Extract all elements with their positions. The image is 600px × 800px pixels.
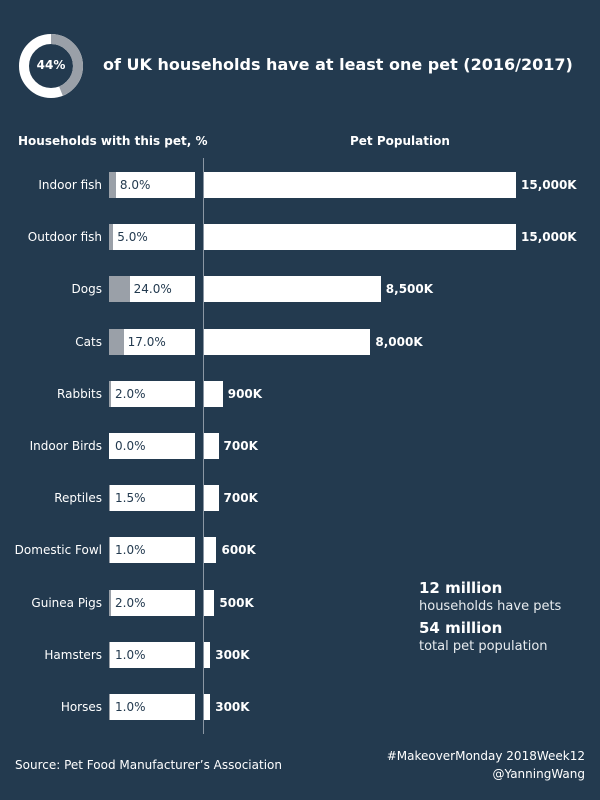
category-label: Dogs — [71, 282, 102, 297]
category-label: Domestic Fowl — [14, 543, 102, 558]
household-bar-bg — [109, 380, 195, 407]
axis-divider — [203, 158, 204, 734]
source: Source: Pet Food Manufacturer’s Associat… — [15, 758, 282, 772]
population-header: Pet Population — [350, 134, 450, 148]
household-bar-bg — [109, 589, 195, 616]
household-label: 2.0% — [115, 595, 146, 610]
category-label: Reptiles — [54, 491, 102, 506]
households-header: Households with this pet, % — [18, 134, 208, 148]
household-label: 0.0% — [115, 439, 146, 453]
population-label: 900K — [227, 386, 263, 401]
household-bar — [109, 485, 111, 512]
household-bar — [109, 276, 130, 303]
population-bar — [204, 694, 211, 720]
household-bar — [109, 224, 114, 251]
population-count: 54 million — [419, 619, 503, 637]
category-label: Indoor Birds — [29, 439, 102, 453]
population-label: 8,500K — [385, 282, 434, 297]
household-bar — [109, 328, 124, 355]
population-bar — [204, 537, 217, 564]
household-label: 17.0% — [127, 334, 166, 349]
household-label: 1.0% — [115, 647, 146, 662]
household-bar-bg — [109, 172, 195, 198]
category-label: Indoor fish — [38, 178, 102, 192]
households-count: 12 million — [419, 579, 503, 597]
population-bar — [204, 276, 381, 303]
population-bar — [204, 172, 516, 198]
donut-value: 44% — [36, 58, 66, 72]
household-label: 1.0% — [115, 700, 146, 714]
household-label: 5.0% — [117, 230, 148, 245]
household-bar-bg — [109, 641, 195, 668]
population-bar — [204, 380, 223, 407]
population-label: 300K — [215, 700, 250, 714]
household-label: 1.0% — [115, 543, 146, 558]
category-label: Outdoor fish — [27, 230, 102, 245]
population-bar — [204, 589, 215, 616]
category-label: Rabbits — [57, 386, 102, 401]
household-bar-bg — [109, 433, 195, 459]
population-label: 8,000K — [375, 334, 423, 349]
population-bar — [204, 485, 219, 512]
population-bar — [204, 224, 516, 251]
population-bar — [204, 433, 219, 459]
population-bar — [204, 641, 211, 668]
population-label: 600K — [221, 543, 256, 558]
households-text: households have pets — [419, 599, 562, 614]
category-label: Hamsters — [44, 647, 102, 662]
household-bar-bg — [109, 694, 195, 720]
hashtag: #MakeoverMonday 2018Week12 — [386, 749, 585, 763]
page-title: of UK households have at least one pet (… — [103, 55, 573, 74]
population-label: 15,000K — [521, 178, 577, 192]
household-bar — [109, 537, 110, 564]
population-bar — [204, 328, 371, 355]
population-label: 300K — [215, 647, 250, 662]
household-bar-bg — [109, 224, 195, 251]
household-bar — [109, 172, 116, 198]
donut-chart — [19, 34, 83, 98]
author: @YanningWang — [492, 767, 585, 781]
household-label: 8.0% — [119, 178, 151, 192]
household-label: 2.0% — [115, 386, 146, 401]
household-bar — [109, 694, 110, 720]
household-bar-bg — [109, 485, 195, 512]
household-bar — [109, 641, 110, 668]
population-text: total pet population — [419, 639, 548, 654]
population-label: 700K — [223, 439, 258, 453]
population-label: 500K — [219, 595, 254, 610]
household-label: 24.0% — [133, 282, 172, 297]
donut-arc — [50, 34, 83, 96]
category-label: Guinea Pigs — [31, 595, 102, 610]
household-label: 1.5% — [115, 491, 146, 506]
household-bar — [109, 380, 111, 407]
category-label: Cats — [75, 334, 102, 349]
household-bar — [109, 589, 111, 616]
household-bar-bg — [109, 537, 195, 564]
category-label: Horses — [60, 700, 102, 714]
population-label: 15,000K — [521, 230, 577, 245]
population-label: 700K — [223, 491, 258, 506]
